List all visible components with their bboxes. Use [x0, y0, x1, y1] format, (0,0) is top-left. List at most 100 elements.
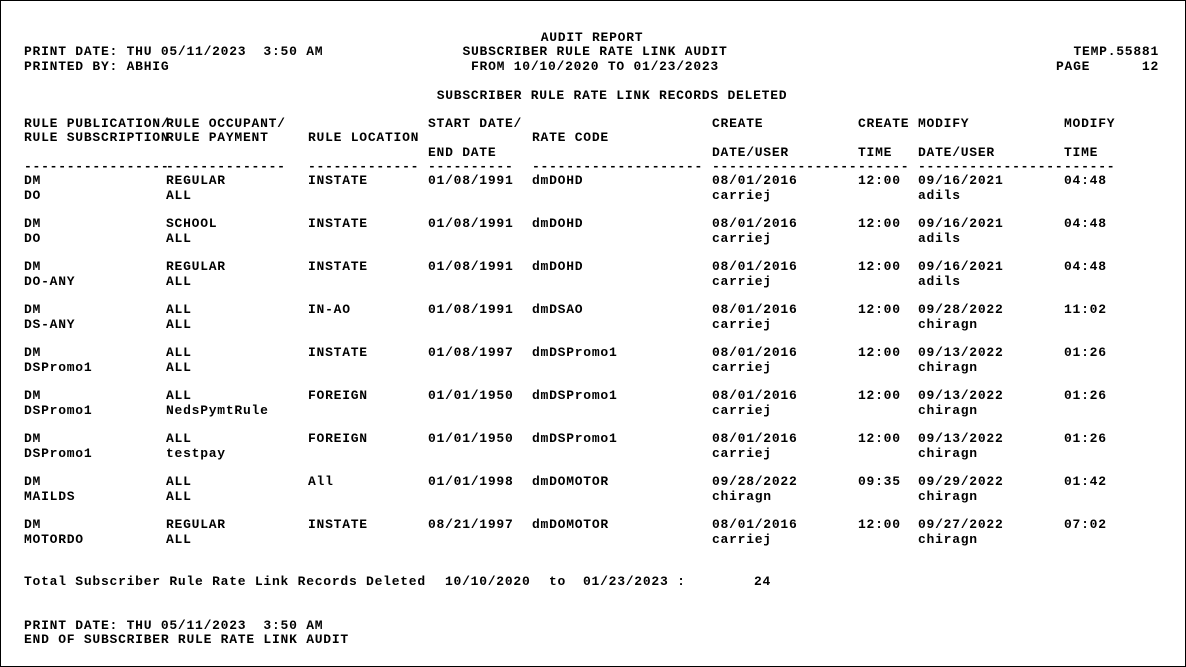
- modify-time: 01:26: [1064, 345, 1107, 360]
- modify-date: 09/16/2021: [918, 173, 1004, 188]
- rule-location: IN-AO: [308, 302, 351, 317]
- modify-time: 07:02: [1064, 517, 1107, 532]
- rule-occupant: ALL: [166, 302, 192, 317]
- rule-subscription: DO: [24, 231, 42, 246]
- rule-subscription: DO: [24, 188, 42, 203]
- printed-by: PRINTED BY: ABHIG: [24, 59, 170, 74]
- create-date: 08/01/2016: [712, 216, 798, 231]
- create-user: carriej: [712, 274, 772, 289]
- create-user: carriej: [712, 446, 772, 461]
- col-header-rule-publication: RULE PUBLICATION/: [24, 116, 170, 131]
- rate-code: dmDSAO: [532, 302, 584, 317]
- modify-date: 09/13/2022: [918, 345, 1004, 360]
- rule-publication: DM: [24, 345, 42, 360]
- create-date: 09/28/2022: [712, 474, 798, 489]
- rule-location: All: [308, 474, 334, 489]
- start-date: 08/21/1997: [428, 517, 514, 532]
- create-user: carriej: [712, 360, 772, 375]
- create-date: 08/01/2016: [712, 302, 798, 317]
- column-dash-separator: ----------: [428, 159, 514, 174]
- create-user: carriej: [712, 403, 772, 418]
- modify-user: chiragn: [918, 403, 978, 418]
- col-header-rate-code: RATE CODE: [532, 130, 609, 145]
- rate-code: dmDSPromo1: [532, 388, 618, 403]
- col-header-rule-occupant: RULE OCCUPANT/: [166, 116, 286, 131]
- total-from-date: 10/10/2020: [445, 574, 531, 589]
- rule-payment: testpay: [166, 446, 226, 461]
- page-label: PAGE: [1056, 59, 1091, 74]
- rule-occupant: ALL: [166, 345, 192, 360]
- modify-date: 09/29/2022: [918, 474, 1004, 489]
- modify-user: chiragn: [918, 317, 978, 332]
- create-time: 12:00: [858, 431, 901, 446]
- create-date: 08/01/2016: [712, 517, 798, 532]
- create-date: 08/01/2016: [712, 345, 798, 360]
- modify-user: chiragn: [918, 532, 978, 547]
- create-user: carriej: [712, 231, 772, 246]
- column-dash-separator: -----------------: [918, 159, 1064, 174]
- start-date: 01/08/1991: [428, 216, 514, 231]
- modify-user: adils: [918, 274, 961, 289]
- column-dash-separator: --------------------: [532, 159, 704, 174]
- rule-occupant: REGULAR: [166, 517, 226, 532]
- total-count: 24: [754, 574, 772, 589]
- create-time: 12:00: [858, 517, 901, 532]
- rule-subscription: DSPromo1: [24, 403, 93, 418]
- modify-time: 01:26: [1064, 431, 1107, 446]
- create-date: 08/01/2016: [712, 259, 798, 274]
- col-header-modify-time-1: MODIFY: [1064, 116, 1116, 131]
- rule-payment: ALL: [166, 188, 192, 203]
- create-user: chiragn: [712, 489, 772, 504]
- date-range: FROM 10/10/2020 TO 01/23/2023: [471, 59, 719, 74]
- rule-subscription: DO-ANY: [24, 274, 76, 289]
- column-dash-separator: --------------: [166, 159, 286, 174]
- create-time: 12:00: [858, 173, 901, 188]
- rule-occupant: ALL: [166, 388, 192, 403]
- column-dash-separator: -----------------: [712, 159, 858, 174]
- rule-location: INSTATE: [308, 259, 368, 274]
- print-date: PRINT DATE: THU 05/11/2023 3:50 AM: [24, 44, 324, 59]
- col-header-create-time-1: CREATE: [858, 116, 910, 131]
- rate-code: dmDOHD: [532, 173, 584, 188]
- rule-occupant: REGULAR: [166, 259, 226, 274]
- rule-subscription: DSPromo1: [24, 446, 93, 461]
- start-date: 01/08/1991: [428, 302, 514, 317]
- rule-publication: DM: [24, 517, 42, 532]
- footer-end-text: END OF SUBSCRIBER RULE RATE LINK AUDIT: [24, 632, 349, 647]
- rule-payment: ALL: [166, 231, 192, 246]
- rule-location: INSTATE: [308, 345, 368, 360]
- rule-payment: ALL: [166, 317, 192, 332]
- rule-subscription: DS-ANY: [24, 317, 76, 332]
- col-header-rule-subscription: RULE SUBSCRIPTION: [24, 130, 170, 145]
- rule-publication: DM: [24, 216, 42, 231]
- modify-user: chiragn: [918, 446, 978, 461]
- rate-code: dmDSPromo1: [532, 431, 618, 446]
- page-number: 12: [1141, 59, 1159, 74]
- modify-date: 09/13/2022: [918, 388, 1004, 403]
- modify-time: 01:26: [1064, 388, 1107, 403]
- modify-user: adils: [918, 231, 961, 246]
- rule-occupant: SCHOOL: [166, 216, 218, 231]
- rate-code: dmDOMOTOR: [532, 517, 609, 532]
- create-user: carriej: [712, 317, 772, 332]
- column-dash-separator: -------------: [308, 159, 420, 174]
- col-header-start-date: START DATE/: [428, 116, 523, 131]
- create-user: carriej: [712, 188, 772, 203]
- temp-id: TEMP.55881: [1073, 44, 1159, 59]
- section-title: SUBSCRIBER RULE RATE LINK RECORDS DELETE…: [436, 88, 788, 103]
- modify-user: adils: [918, 188, 961, 203]
- rule-payment: ALL: [166, 274, 192, 289]
- modify-user: chiragn: [918, 360, 978, 375]
- rate-code: dmDOHD: [532, 216, 584, 231]
- create-date: 08/01/2016: [712, 388, 798, 403]
- col-header-modify-time: TIME: [1064, 145, 1099, 160]
- report-title: AUDIT REPORT: [540, 30, 644, 45]
- start-date: 01/01/1998: [428, 474, 514, 489]
- footer-print-date: PRINT DATE: THU 05/11/2023 3:50 AM: [24, 618, 324, 633]
- start-date: 01/08/1997: [428, 345, 514, 360]
- start-date: 01/08/1991: [428, 173, 514, 188]
- col-header-end-date: END DATE: [428, 145, 497, 160]
- rule-publication: DM: [24, 302, 42, 317]
- rule-payment: ALL: [166, 489, 192, 504]
